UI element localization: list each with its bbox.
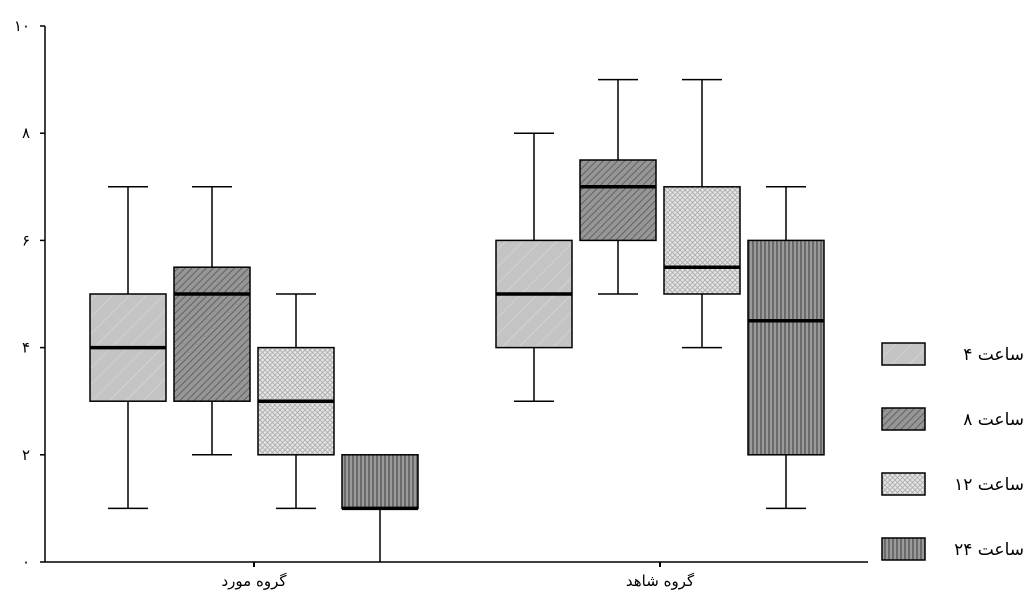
box-3-group-1 [257, 293, 335, 510]
y-tick-label: ۲ [22, 446, 30, 464]
legend-label: ساعت ۲۴ [954, 540, 1024, 560]
legend-swatch [881, 342, 926, 366]
box-iqr [341, 454, 419, 510]
y-axis: ۰ ۲ ۴ ۶ ۸ ۱۰ [14, 17, 46, 571]
x-axis: گروه مورد گروه شاهد [45, 561, 868, 590]
legend-label: ساعت ۱۲ [954, 475, 1024, 495]
legend-swatch [881, 472, 926, 496]
legend-item: ساعت ۴ [881, 342, 1024, 366]
plot-area [89, 78, 825, 562]
x-category-label: گروه مورد [222, 572, 288, 590]
legend-swatch [881, 537, 926, 561]
box-1-group-2 [495, 132, 573, 402]
box-2-group-1 [173, 186, 251, 456]
legend-swatch [881, 407, 926, 431]
box-iqr [663, 186, 741, 295]
box-1-group-1 [89, 186, 167, 510]
box-2-group-2 [579, 78, 657, 295]
legend-item: ساعت ۱۲ [881, 472, 1024, 496]
y-tick-label: ۱۰ [14, 17, 30, 35]
legend-label: ساعت ۸ [963, 410, 1024, 430]
box-iqr [579, 159, 657, 242]
y-tick-label: ۸ [22, 124, 30, 142]
y-tick-label: ۰ [22, 553, 30, 571]
legend-label: ساعت ۴ [963, 345, 1024, 365]
box-4-group-1 [341, 454, 419, 562]
box-3-group-2 [663, 78, 741, 349]
box-4-group-2 [747, 186, 825, 510]
box-iqr [173, 266, 251, 402]
legend: ساعت ۴ ساعت ۸ ساعت ۱۲ ساعت ۲۴ [881, 342, 1024, 561]
y-tick-label: ۴ [22, 339, 30, 357]
legend-item: ساعت ۲۴ [881, 537, 1024, 561]
legend-item: ساعت ۸ [881, 407, 1024, 431]
box-iqr [747, 239, 825, 456]
x-category-label: گروه شاهد [626, 572, 695, 590]
y-tick-label: ۶ [22, 231, 30, 249]
